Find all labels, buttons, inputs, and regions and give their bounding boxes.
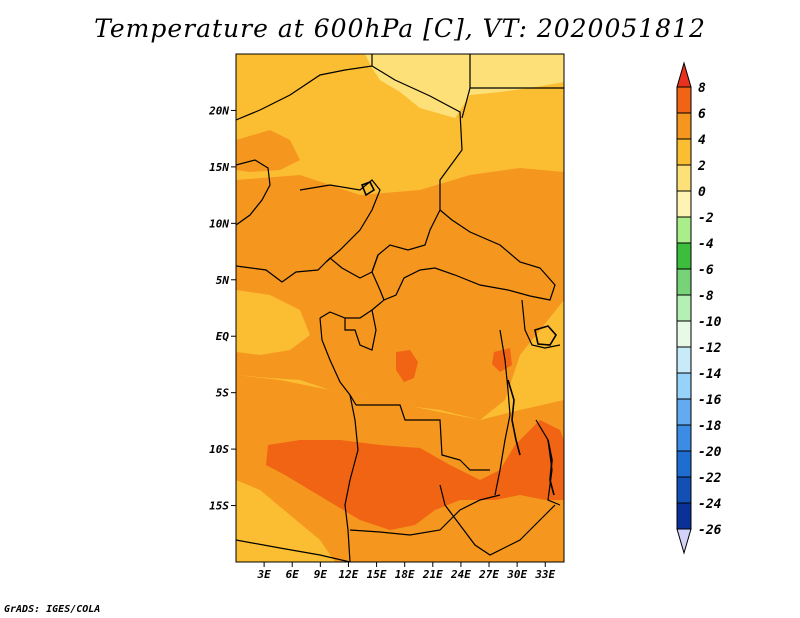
colorbar-label: 8 <box>698 81 706 96</box>
colorbar-segment <box>676 424 692 452</box>
lake-victoria <box>534 325 557 346</box>
colorbar-label: -4 <box>698 237 714 252</box>
lon-tick-label: 18E <box>395 568 415 581</box>
colorbar-label: -12 <box>698 341 722 356</box>
field-ne-warm <box>440 232 564 300</box>
colorbar-segment <box>676 112 692 140</box>
field-south-hot <box>266 420 564 530</box>
border-8 <box>236 159 271 226</box>
colorbar-segment <box>676 398 692 426</box>
colorbar-segment <box>676 164 692 192</box>
lake-tanganyika <box>507 379 521 456</box>
border-1 <box>236 65 463 283</box>
colorbar-segment <box>676 216 692 244</box>
lat-tick-label: EQ <box>216 330 230 343</box>
border-9 <box>319 317 357 406</box>
colorbar-label: -24 <box>698 497 722 512</box>
colorbar-label: -26 <box>698 523 722 538</box>
colorbar-label: -16 <box>698 393 722 408</box>
colorbar-label: -6 <box>698 263 714 278</box>
border-6 <box>319 209 556 319</box>
colorbar-label: -14 <box>698 367 722 382</box>
colorbar-label: 4 <box>698 133 706 148</box>
colorbar-segment <box>676 190 692 218</box>
colorbar-segment <box>676 450 692 478</box>
colorbar-top-arrow <box>676 61 692 88</box>
colorbar-label: 0 <box>698 185 706 200</box>
lat-tick-label: 10N <box>209 217 229 230</box>
lat-axis: 20N 15N 10N 5N EQ 5S 10S 15S <box>208 104 236 513</box>
lon-tick-label: 27E <box>478 568 499 581</box>
field-north-cool <box>365 54 470 118</box>
lon-tick-label: 12E <box>339 568 359 581</box>
border-14 <box>439 484 556 556</box>
lake-malawi <box>547 439 555 496</box>
border-17 <box>535 419 561 506</box>
lat-tick-label: 5N <box>216 274 230 287</box>
lon-tick-label: 9E <box>314 568 328 581</box>
lon-tick-label: 33E <box>534 568 555 581</box>
lon-tick-label: 15E <box>367 568 387 581</box>
lat-tick-label: 15N <box>209 161 229 174</box>
lon-tick-label: 21E <box>422 568 443 581</box>
field-central-hot <box>396 350 418 382</box>
colorbar-label: 2 <box>697 159 706 174</box>
colorbar-label: -18 <box>698 419 722 434</box>
country-borders <box>236 54 564 562</box>
field-central-warm <box>236 168 564 420</box>
field-sw-cool <box>236 480 335 562</box>
colorbar-segment <box>676 268 692 296</box>
colorbar-segment <box>676 242 692 270</box>
lakes <box>360 180 557 496</box>
border-13 <box>349 494 501 536</box>
lat-tick-label: 10S <box>209 443 229 456</box>
border-16 <box>521 299 561 349</box>
colorbar-label: -22 <box>698 471 722 486</box>
lat-tick-label: 20N <box>208 104 229 117</box>
border-5 <box>299 179 381 263</box>
grads-credit: GrADS: IGES/COLA <box>4 604 101 615</box>
field-west-cool <box>236 290 310 355</box>
border-18 <box>236 539 351 562</box>
colorbar-segment <box>676 86 692 114</box>
colorbar: 8 6 4 2 0 -2 -4 -6 -8 -10 -12 -14 -16 -18 -20 -22 -24 -26 <box>676 61 722 555</box>
lon-tick-label: 3E <box>256 568 271 581</box>
temperature-field <box>236 54 564 562</box>
field-east-hot <box>492 348 512 372</box>
field-northeast-cool <box>470 54 564 95</box>
colorbar-label: -8 <box>698 289 714 304</box>
lon-tick-label: 30E <box>506 568 527 581</box>
lake-chad <box>360 180 376 197</box>
lon-axis: 3E 6E 9E 12E 15E 18E 21E 24E 27E 30E 33E <box>256 562 556 581</box>
field-nw-warm <box>236 130 300 172</box>
colorbar-segment <box>676 476 692 504</box>
lon-tick-label: 24E <box>450 568 471 581</box>
colorbar-bottom-arrow <box>676 528 692 555</box>
border-7 <box>371 254 385 301</box>
border-11 <box>356 404 490 471</box>
colorbar-segment <box>676 138 692 166</box>
colorbar-label: -20 <box>698 445 722 460</box>
lat-tick-label: 5S <box>216 387 230 400</box>
colorbar-label: -10 <box>698 315 722 330</box>
border-10 <box>344 309 377 351</box>
chart-title: Temperature at 600hPa [C], VT: 202005181… <box>94 14 706 43</box>
border-15 <box>494 329 511 496</box>
colorbar-segment <box>676 294 692 322</box>
lat-tick-label: 15S <box>209 500 229 513</box>
border-12 <box>344 394 359 562</box>
colorbar-label: 6 <box>698 107 706 122</box>
colorbar-segment <box>676 346 692 374</box>
colorbar-segment <box>676 372 692 400</box>
lon-tick-label: 6E <box>286 568 300 581</box>
colorbar-segment <box>676 502 692 530</box>
colorbar-segment <box>676 320 692 348</box>
map-frame <box>235 53 565 563</box>
colorbar-label: -2 <box>698 211 714 226</box>
